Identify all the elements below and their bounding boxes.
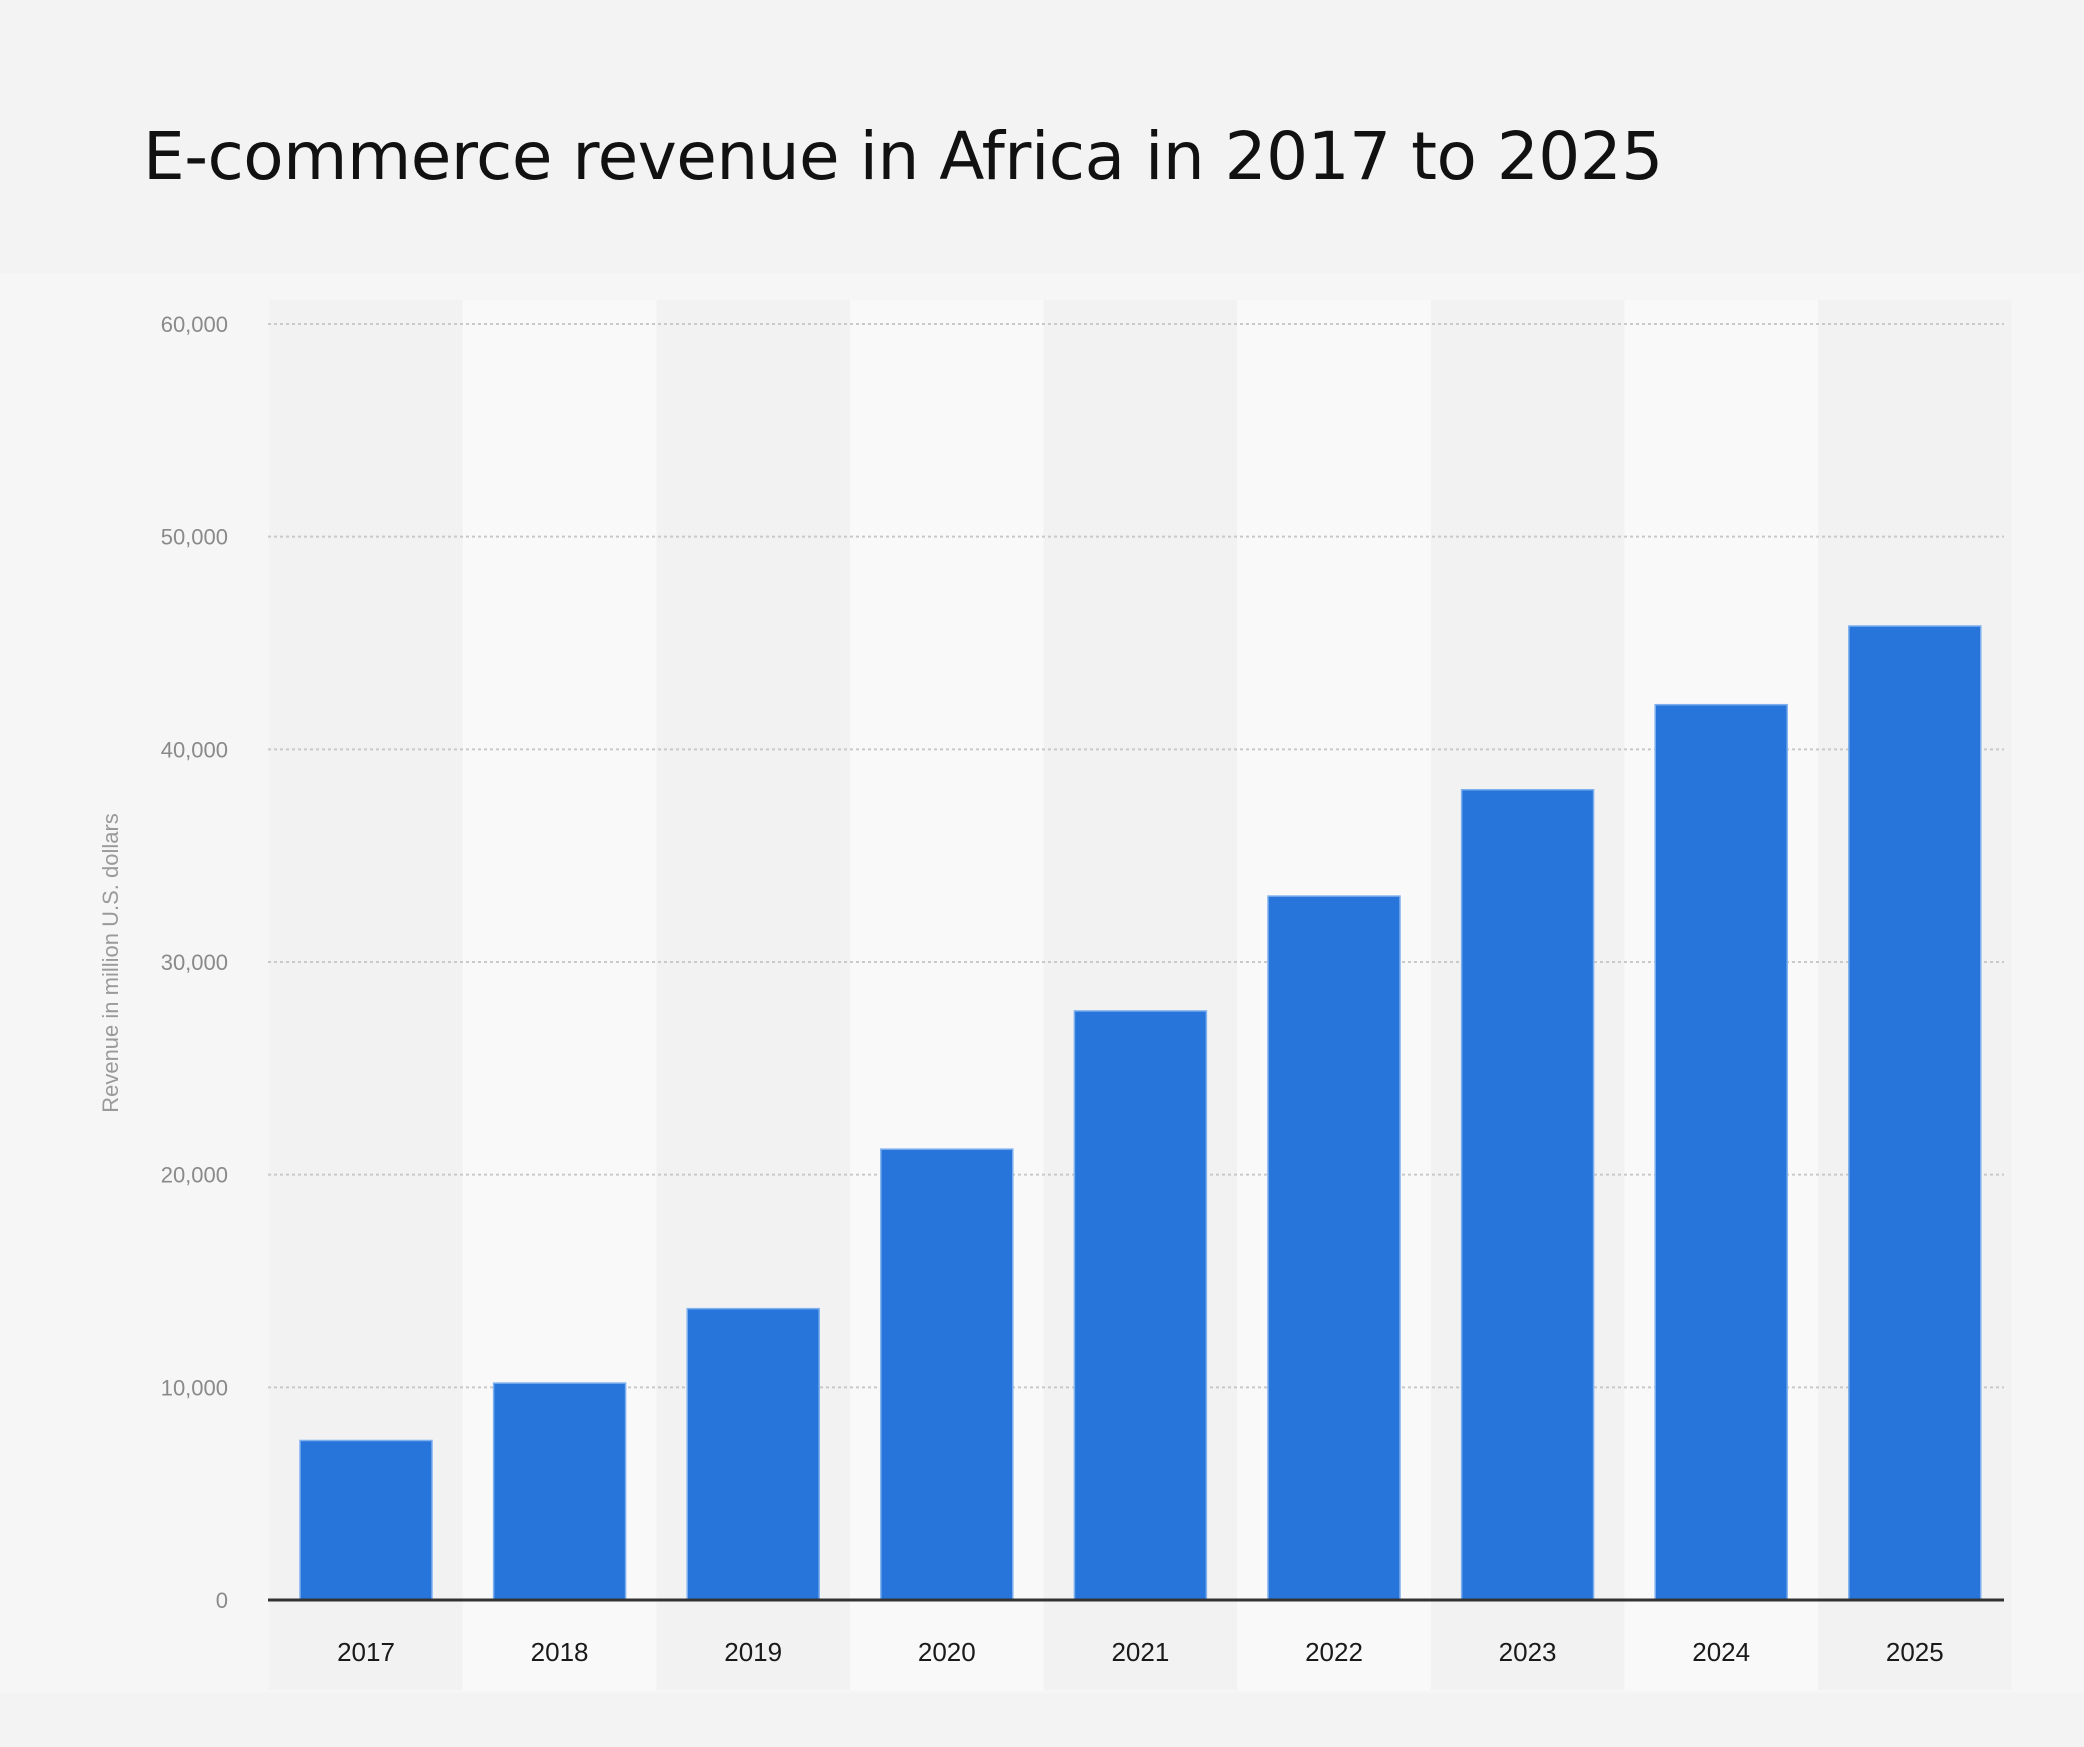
bar-2021: [1073, 1010, 1208, 1601]
y-tick-label: 0: [216, 1588, 228, 1613]
x-tick-label: 2018: [531, 1637, 589, 1667]
x-tick-label: 2019: [724, 1637, 782, 1667]
x-tick-label: 2021: [1111, 1637, 1169, 1667]
bar-2025: [1848, 625, 1982, 1601]
x-axis-labels: 2017 2018 2019 2020 2021 2022 2023 2024 2025: [337, 1637, 1944, 1667]
y-tick-label: 40,000: [161, 737, 228, 762]
bar-2020: [880, 1148, 1014, 1601]
x-tick-label: 2022: [1305, 1637, 1363, 1667]
x-tick-label: 2025: [1886, 1637, 1944, 1667]
x-tick-label: 2017: [337, 1637, 395, 1667]
y-tick-label: 10,000: [161, 1375, 228, 1400]
bars: [299, 625, 1982, 1601]
y-axis-title: Revenue in million U.S. dollars: [98, 813, 123, 1113]
y-tick-label: 30,000: [161, 950, 228, 975]
bar-2017: [299, 1439, 433, 1601]
y-tick-label: 60,000: [161, 312, 228, 337]
y-tick-label: 20,000: [161, 1163, 228, 1188]
x-tick-label: 2024: [1692, 1637, 1750, 1667]
bar-2018: [492, 1382, 627, 1601]
x-tick-label: 2023: [1499, 1637, 1557, 1667]
chart-title: E-commerce revenue in Africa in 2017 to …: [143, 118, 1663, 195]
bar-2023: [1460, 788, 1595, 1601]
bar-2022: [1267, 895, 1401, 1601]
y-axis-ticks: 0 10,000 20,000 30,000 40,000 50,000 60,000: [161, 312, 228, 1613]
bar-2024: [1654, 703, 1788, 1601]
x-tick-label: 2020: [918, 1637, 976, 1667]
bar-2019: [686, 1307, 820, 1601]
y-tick-label: 50,000: [161, 525, 228, 550]
